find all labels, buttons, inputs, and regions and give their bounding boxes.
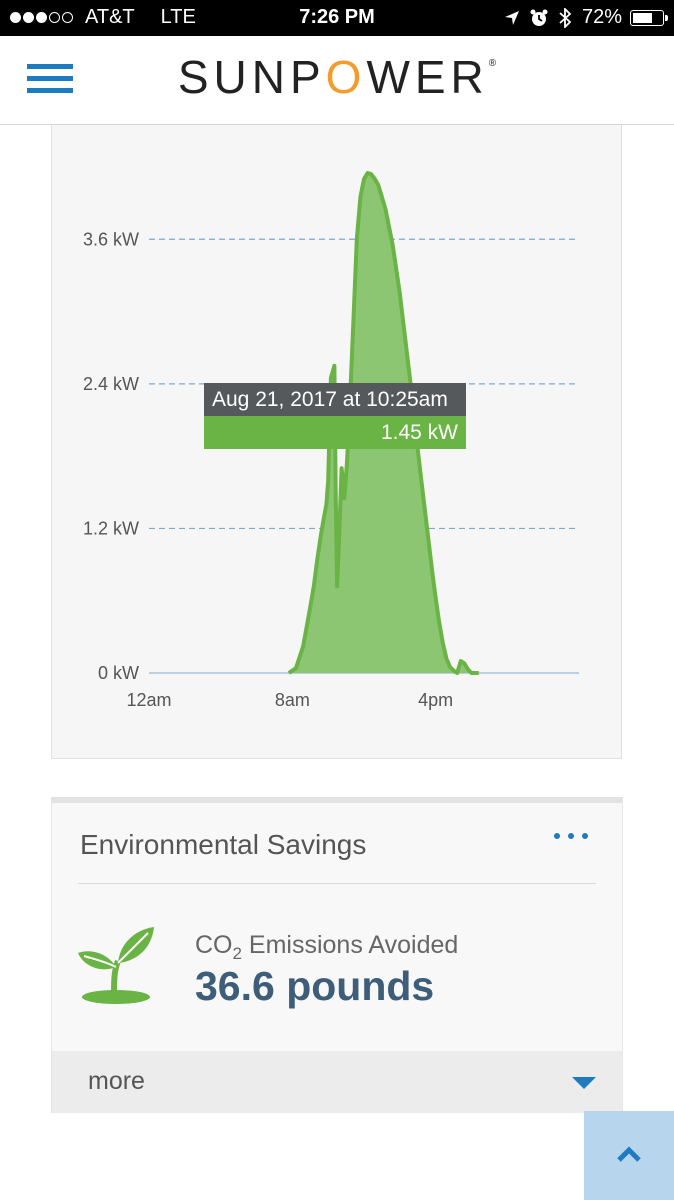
status-left: AT&T LTE bbox=[10, 6, 196, 29]
sunpower-logo: SUNPOWER® bbox=[177, 51, 497, 103]
x-tick-label: 12am bbox=[126, 690, 171, 710]
co2-value: 36.6 pounds bbox=[195, 963, 435, 1009]
chart-tooltip: Aug 21, 2017 at 10:25am 1.45 kW bbox=[204, 383, 466, 449]
x-tick-label: 4pm bbox=[418, 690, 453, 710]
status-right: 72% bbox=[504, 6, 668, 29]
production-line bbox=[287, 171, 479, 675]
caret-down-icon bbox=[572, 1077, 596, 1089]
network-label: LTE bbox=[160, 6, 196, 28]
app-header: SUNPOWER® bbox=[0, 36, 674, 125]
status-time: 7:26 PM bbox=[299, 6, 375, 28]
more-label: more bbox=[88, 1067, 145, 1095]
battery-icon bbox=[630, 9, 668, 26]
x-tick-label: 8am bbox=[275, 690, 310, 710]
card-title: Environmental Savings bbox=[80, 829, 367, 860]
bluetooth-icon bbox=[559, 7, 572, 28]
tooltip-timestamp: Aug 21, 2017 at 10:25am bbox=[204, 383, 466, 416]
chevron-up-icon bbox=[617, 1146, 641, 1162]
y-tick-label: 0 kW bbox=[98, 663, 139, 683]
hamburger-menu-icon[interactable] bbox=[27, 62, 73, 96]
scroll-to-top-button[interactable] bbox=[584, 1111, 674, 1200]
co2-label: CO2 Emissions Avoided bbox=[195, 931, 459, 963]
battery-percent: 72% bbox=[581, 6, 622, 28]
divider bbox=[78, 883, 596, 884]
environmental-savings-card: Environmental Savings CO2 Emissions Avoi… bbox=[51, 797, 623, 1113]
status-bar: AT&T LTE 7:26 PM 72% bbox=[0, 0, 674, 36]
energy-production-chart: 0 kW 1.2 kW 2.4 kW 3.6 kW 12am 8am 4pm Aug 21,… bbox=[51, 125, 622, 759]
sprout-icon bbox=[78, 927, 154, 1004]
more-toggle[interactable]: more bbox=[52, 1051, 622, 1113]
y-tick-label: 1.2 kW bbox=[83, 518, 139, 538]
carrier-label: AT&T bbox=[85, 6, 135, 28]
y-tick-label: 3.6 kW bbox=[83, 229, 139, 249]
tooltip-value: 1.45 kW bbox=[204, 416, 466, 449]
location-arrow-icon bbox=[504, 10, 519, 25]
signal-strength-icon bbox=[10, 12, 75, 23]
alarm-clock-icon bbox=[530, 9, 548, 26]
more-horizontal-icon[interactable] bbox=[546, 833, 588, 839]
y-tick-label: 2.4 kW bbox=[83, 374, 139, 394]
